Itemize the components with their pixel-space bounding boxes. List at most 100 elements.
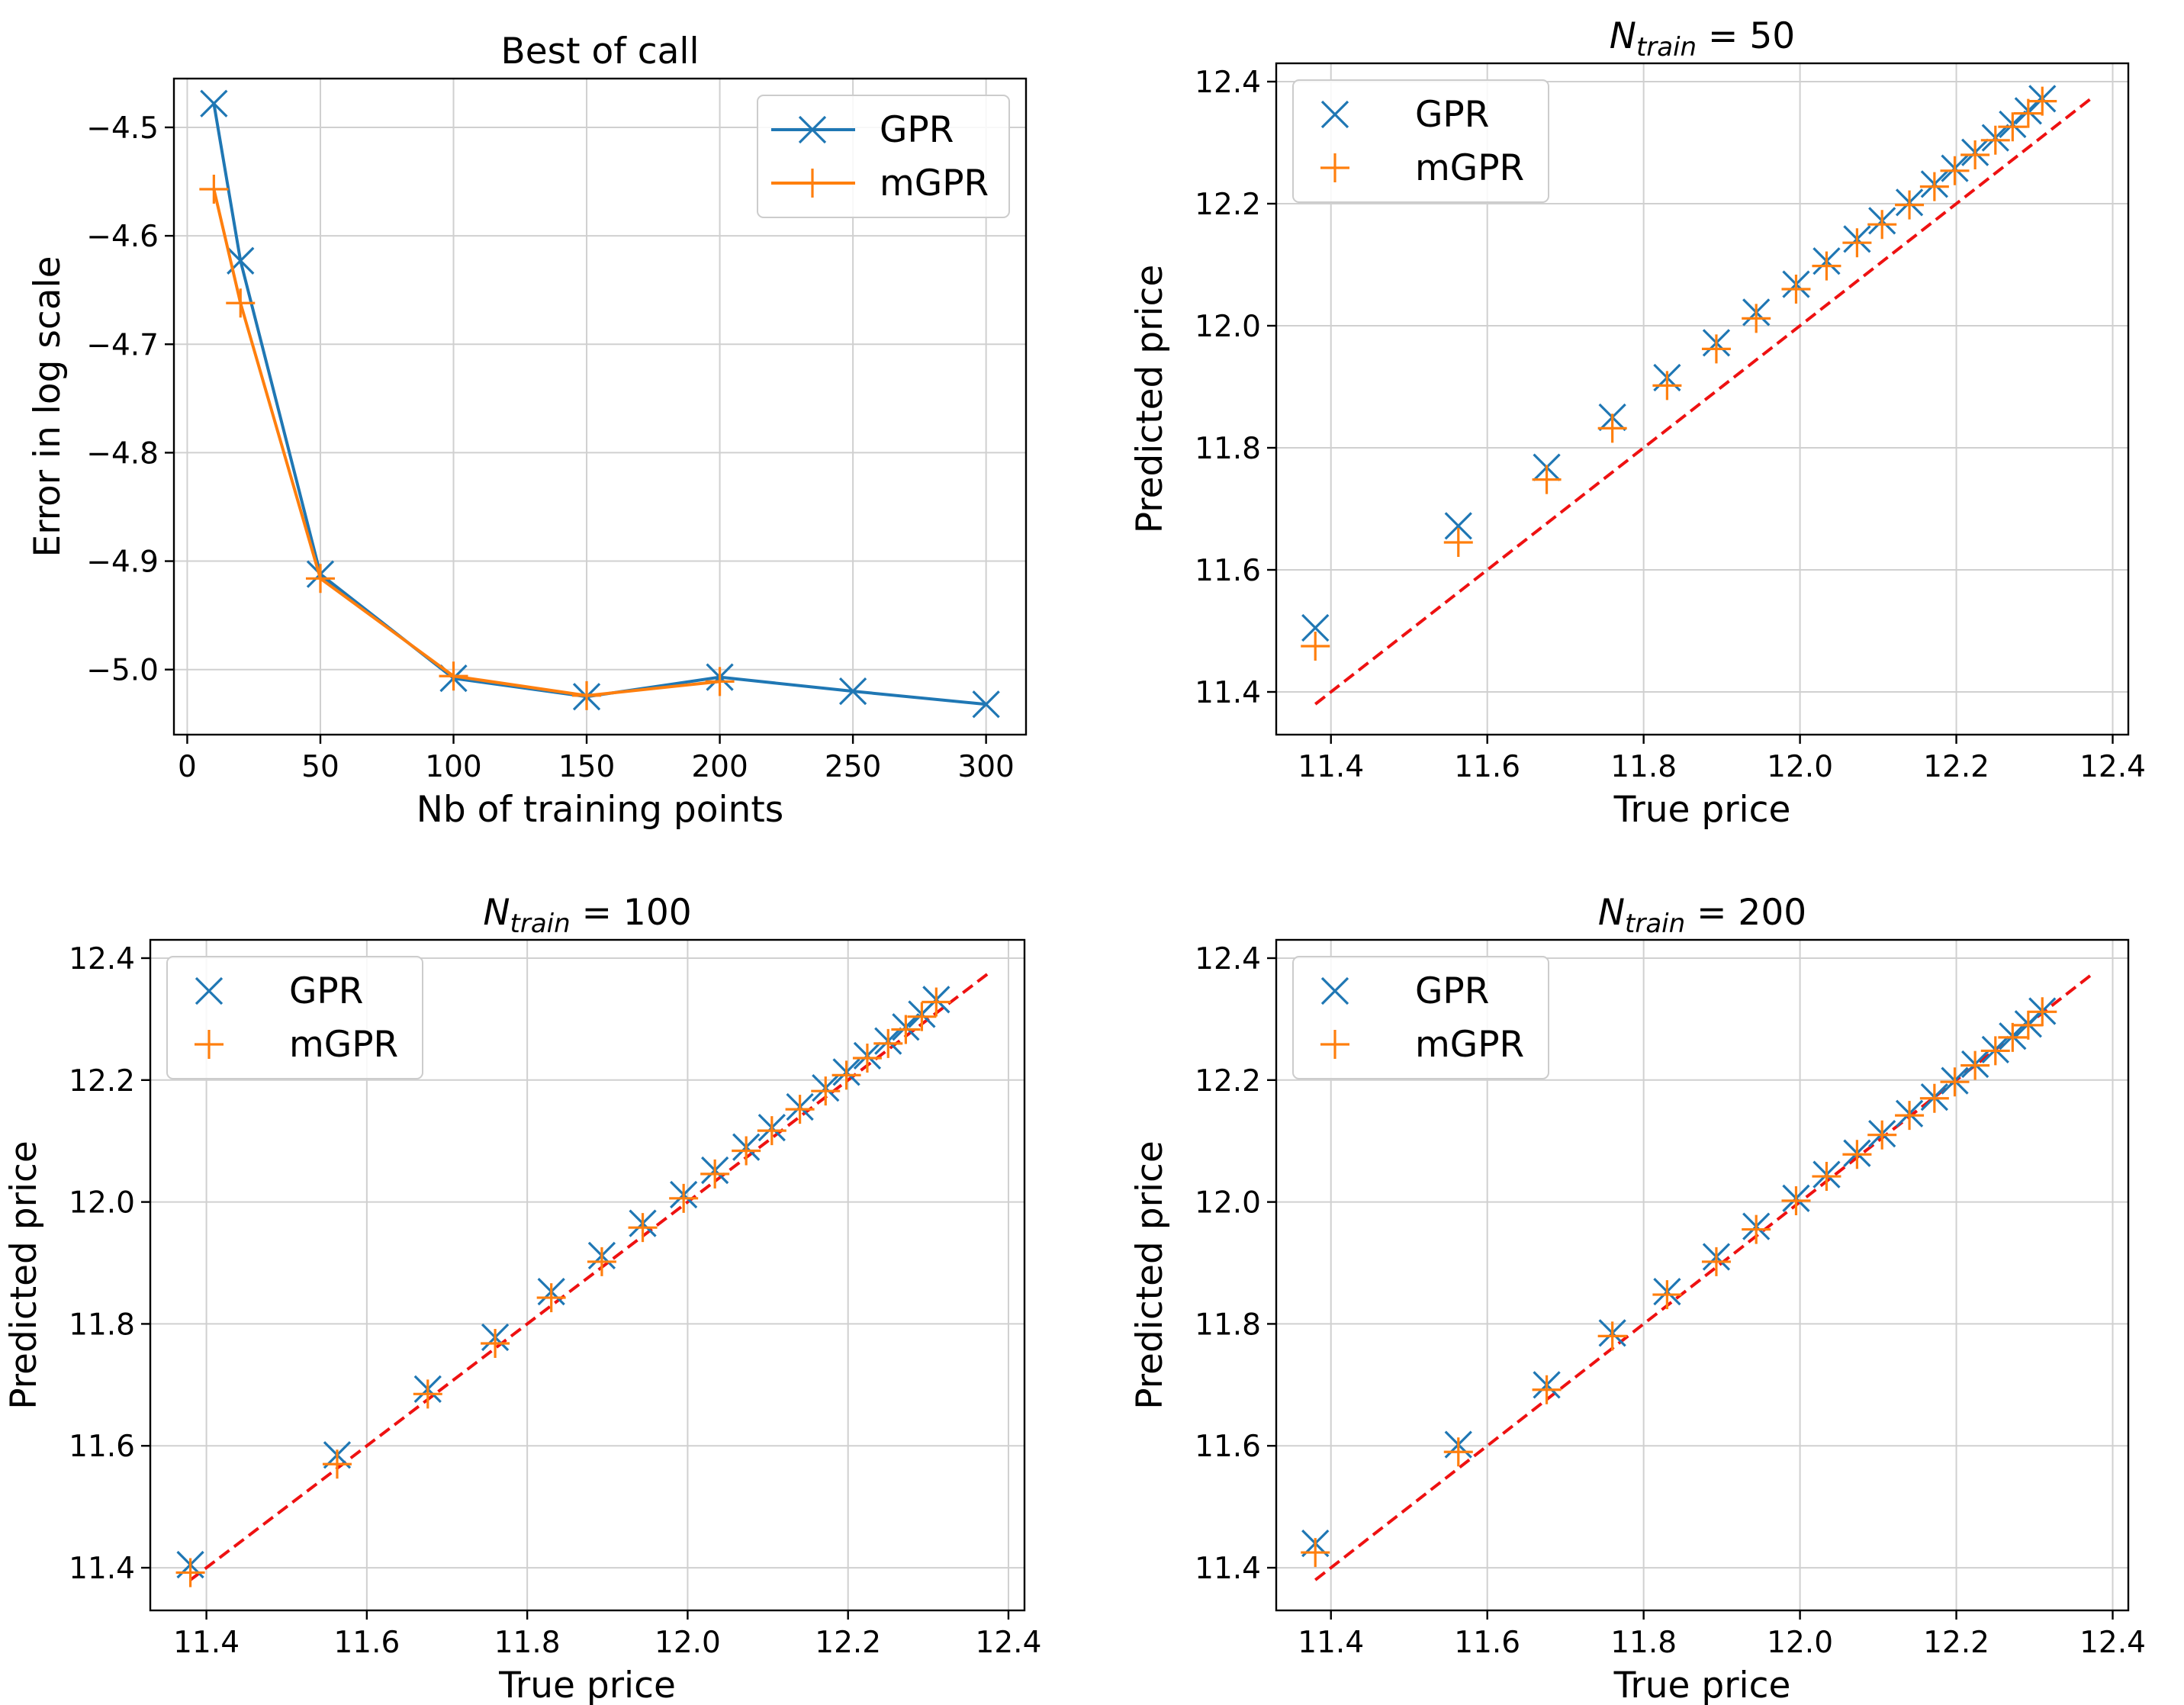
- legend-box: [1292, 79, 1549, 203]
- title-subscript: train: [1625, 909, 1685, 939]
- chart-title: Ntrain = 100: [483, 892, 691, 939]
- mgpr-point: [1652, 371, 1682, 401]
- y-tick-label: 11.4: [1195, 676, 1261, 710]
- mgpr-point: [757, 1116, 786, 1146]
- mgpr-point: [1597, 1321, 1627, 1351]
- mgpr-point: [536, 1283, 566, 1313]
- x-tick-label: 300: [957, 750, 1014, 784]
- gpr-point: [1301, 613, 1330, 642]
- mgpr-point: [1812, 1162, 1841, 1192]
- legend-label-mgpr: mGPR: [289, 1024, 398, 1066]
- legend-marker-gpr: [195, 976, 224, 1005]
- mgpr-point: [1443, 1437, 1473, 1467]
- mgpr-point: [669, 1183, 699, 1213]
- title-value: = 200: [1685, 892, 1806, 934]
- mgpr-point: [175, 1558, 205, 1588]
- mgpr-point: [852, 1044, 882, 1073]
- x-tick-label: 12.0: [655, 1626, 721, 1660]
- title-subscript: train: [1636, 32, 1697, 63]
- gpr-point: [200, 89, 228, 117]
- x-axis-label: True price: [1613, 1665, 1791, 1705]
- mgpr-point: [1980, 125, 2010, 155]
- x-tick-label: 12.0: [1767, 1626, 1833, 1660]
- x-tick-label: 0: [178, 750, 197, 784]
- y-tick-label: 12.2: [69, 1064, 135, 1099]
- mgpr-point: [1781, 275, 1811, 304]
- y-tick-label: 11.8: [69, 1308, 135, 1342]
- title-subscript: train: [510, 909, 571, 939]
- x-tick-label: 100: [425, 750, 481, 784]
- mgpr-point: [1701, 334, 1731, 364]
- y-tick-label: −4.5: [86, 111, 159, 146]
- mgpr-point: [628, 1213, 658, 1243]
- x-tick-label: 150: [558, 750, 615, 784]
- x-tick-label: 11.8: [1610, 1626, 1677, 1660]
- mgpr-point: [226, 288, 256, 318]
- y-tick-label: 12.4: [1195, 942, 1261, 976]
- mgpr-point: [907, 1002, 937, 1031]
- x-tick-label: 250: [825, 750, 881, 784]
- mgpr-point: [1842, 1140, 1872, 1169]
- gpr-series-line: [212, 103, 986, 706]
- y-axis-label: Predicted price: [3, 1140, 45, 1410]
- mgpr-point: [2013, 98, 2043, 128]
- legend-label-mgpr: mGPR: [880, 162, 989, 204]
- gpr-point: [972, 690, 1000, 719]
- title-n: N: [1598, 892, 1625, 934]
- chart-panel-3: 11.4 11.6 11.8 12.0 12.2 12.4 11.4 11.6 11.8 12.0…: [3, 892, 1041, 1705]
- mgpr-point: [700, 1159, 730, 1189]
- x-tick-label: 11.4: [173, 1626, 240, 1660]
- mgpr-series-line: [212, 188, 720, 697]
- chart-panel-2: 11.4 11.6 11.8 12.0 12.2 12.4 11.4 11.6 11.8 12.0…: [1129, 15, 2146, 831]
- mgpr-point: [2028, 86, 2057, 116]
- legend-box: [757, 95, 1010, 218]
- mgpr-point: [1532, 465, 1562, 494]
- legend-marker-gpr: [1320, 100, 1349, 129]
- mgpr-point: [305, 564, 335, 594]
- legend-box: [1292, 956, 1549, 1079]
- mgpr-point: [439, 661, 468, 691]
- mgpr-point: [1701, 1247, 1731, 1276]
- mgpr-point: [572, 680, 602, 710]
- x-axis-label: Nb of training points: [417, 789, 784, 831]
- legend-marker-gpr: [1320, 976, 1349, 1005]
- x-tick-label: 11.6: [1454, 1626, 1520, 1660]
- x-tick-label: 11.8: [494, 1626, 561, 1660]
- x-tick-label: 200: [691, 750, 748, 784]
- chart-title: Best of call: [500, 31, 699, 72]
- gpr-point: [1444, 512, 1472, 540]
- y-tick-label: 11.6: [1195, 1430, 1261, 1464]
- y-tick-label: −4.7: [86, 328, 159, 362]
- legend-marker-mgpr: [1320, 153, 1349, 182]
- mgpr-point: [1867, 210, 1897, 240]
- x-tick-label: 12.4: [2079, 750, 2146, 784]
- mgpr-point: [1940, 156, 1970, 185]
- x-tick-label: 12.2: [1923, 1626, 1989, 1660]
- axes-frame: [1275, 938, 2130, 1612]
- mgpr-point: [2013, 1010, 2043, 1040]
- mgpr-point: [413, 1379, 442, 1409]
- mgpr-point: [1652, 1280, 1682, 1310]
- title-value: = 50: [1697, 15, 1795, 57]
- mgpr-point: [891, 1015, 921, 1044]
- y-tick-label: 12.4: [1195, 66, 1261, 100]
- mgpr-point: [922, 987, 951, 1017]
- legend: GPR mGPR: [757, 95, 1010, 218]
- y-tick-label: 12.0: [1195, 1186, 1261, 1221]
- chart-title: Ntrain = 50: [1610, 15, 1795, 63]
- mgpr-point: [1919, 172, 1949, 201]
- mgpr-point: [1301, 1538, 1330, 1568]
- mgpr-point: [1960, 140, 1990, 169]
- y-tick-label: 12.2: [1195, 188, 1261, 222]
- y-tick-label: 11.4: [1195, 1552, 1261, 1586]
- mgpr-point: [1960, 1050, 1990, 1080]
- y-tick-label: 12.4: [69, 942, 135, 976]
- mgpr-point: [2028, 997, 2057, 1027]
- legend-label-mgpr: mGPR: [1415, 147, 1524, 189]
- legend: GPR mGPR: [1292, 956, 1549, 1079]
- chart-title: Ntrain = 200: [1598, 892, 1806, 939]
- y-tick-label: 12.0: [1195, 310, 1261, 344]
- mgpr-point: [1980, 1036, 2010, 1066]
